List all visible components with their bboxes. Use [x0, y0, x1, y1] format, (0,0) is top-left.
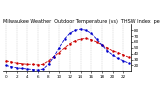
Text: Milwaukee Weather  Outdoor Temperature (vs)  THSW Index  per Hour (Last 24 Hours: Milwaukee Weather Outdoor Temperature (v… — [3, 19, 160, 24]
